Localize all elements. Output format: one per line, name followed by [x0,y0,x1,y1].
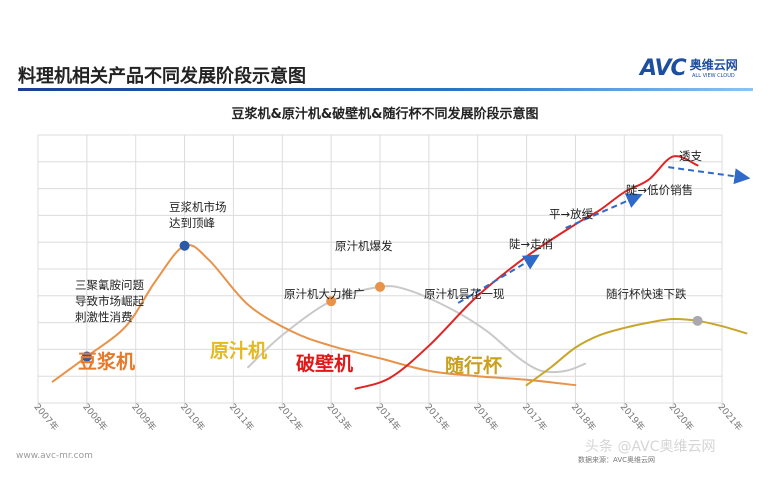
x-tick-label: 2011年 [227,401,257,433]
x-tick-label: 2009年 [129,401,159,433]
series-label: 随行杯 [445,354,502,377]
series-line-1 [247,285,587,374]
x-tick-label: 2017年 [520,401,550,433]
x-tick-label: 2014年 [373,401,403,433]
annotation-text: 刺激性消费 [75,310,133,324]
data-marker [81,351,92,362]
title-rule [18,88,753,91]
annotation-text: 原汁机昙花一现 [424,287,505,301]
x-tick-label: 2019年 [618,401,648,433]
annotation-text: 三聚氰胺问题 [75,278,144,292]
annotation-text: 豆浆机市场 [169,200,227,214]
annotation-text: 导致市场崛起 [75,294,144,308]
x-tick-label: 2012年 [276,401,306,433]
x-tick-label: 2013年 [325,401,355,433]
x-tick-label: 2010年 [178,401,208,433]
series-label: 豆浆机 [78,350,135,373]
x-tick-label: 2007年 [31,401,61,433]
annotation-text: 原汁机爆发 [335,239,393,253]
chart-title: 豆浆机&原汁机&破壁机&随行杯不同发展阶段示意图 [231,106,538,122]
data-marker [375,281,385,292]
data-source-note: 数据来源：AVC奥维云网 [578,456,656,464]
x-tick-label: 2020年 [667,401,697,433]
source-url: www.avc-mr.com [16,451,93,461]
series-label: 原汁机 [210,339,267,362]
annotation-text: 原汁机大力推广 [284,287,365,301]
annotation-text: 透支 [679,149,702,163]
x-tick-label: 2021年 [715,401,745,433]
data-marker [326,296,337,307]
annotation-text: 陡→走俏 [509,237,553,251]
data-marker [692,315,703,326]
trend-arrow [668,166,751,185]
x-tick-label: 2015年 [422,401,452,433]
series-line-3 [525,317,748,387]
series-label: 破壁机 [296,352,353,375]
annotation-text: 达到顶峰 [169,216,215,230]
logo-mark: AVC [640,56,687,81]
brand-logo: AVC 奥维云网 ALL VIEW CLOUD [640,58,738,82]
logo-english: ALL VIEW CLOUD [692,73,735,79]
x-tick-label: 2008年 [80,401,110,433]
trend-arrow [565,193,643,229]
annotation-text: 随行杯快速下跌 [606,287,687,301]
watermark: 头条 @AVC奥维云网 [585,439,716,455]
trend-arrow [457,254,540,304]
x-tick-label: 2016年 [471,401,501,433]
annotation-text: 平→放缓 [549,207,594,221]
x-tick-label: 2018年 [569,401,599,433]
logo-chinese: 奥维云网 [689,58,738,72]
annotation-text: 陡→低价销售 [626,183,693,197]
page-title: 料理机相关产品不同发展阶段示意图 [18,66,306,87]
data-marker [179,240,190,251]
series-line-0 [51,243,577,387]
